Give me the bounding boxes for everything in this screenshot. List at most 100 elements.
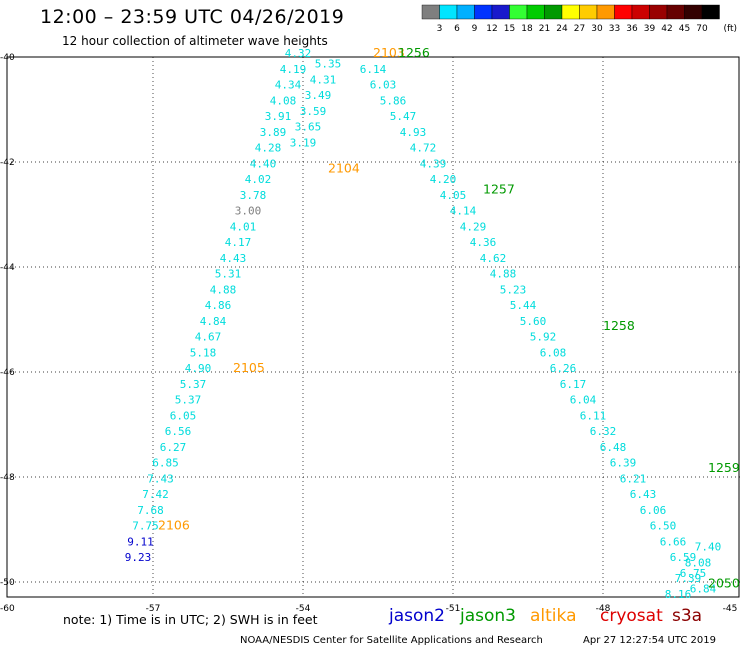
legend-unit: (ft) xyxy=(724,24,738,34)
legend-label: 15 xyxy=(504,24,515,34)
y-tick-label: -44 xyxy=(0,263,15,273)
legend-swatch xyxy=(474,4,493,20)
swh-value: 6.56 xyxy=(165,425,192,438)
swh-value: 6.27 xyxy=(160,441,187,454)
legend-swatch xyxy=(526,4,545,20)
legend-swatch xyxy=(701,4,720,20)
swh-value: 6.11 xyxy=(580,409,607,422)
swh-value: 5.44 xyxy=(510,299,537,312)
page-title: 12:00 – 23:59 UTC 04/26/2019 xyxy=(40,6,345,28)
swh-value: 6.32 xyxy=(590,425,617,438)
swh-value: 7.75 xyxy=(132,520,159,533)
legend-label: 24 xyxy=(556,24,568,34)
swh-value: 4.31 xyxy=(310,73,337,86)
credit-line: NOAA/NESDIS Center for Satellite Applica… xyxy=(240,635,543,646)
swh-value: 5.37 xyxy=(180,378,207,391)
page-subtitle: 12 hour collection of altimeter wave hei… xyxy=(62,34,328,48)
swh-value: 5.31 xyxy=(215,268,242,281)
legend-swatch xyxy=(544,4,563,20)
pass-number-label: 2105 xyxy=(233,360,265,375)
swh-value: 4.14 xyxy=(450,205,477,218)
swh-value: 4.28 xyxy=(255,142,282,155)
axis-ticks: -57 -54 -51 -48 -45 -40 -42 -44 -46 -48 -50 -60 xyxy=(0,53,737,614)
mission-s3a: s3a xyxy=(672,606,703,626)
legend-swatch xyxy=(579,4,598,20)
swh-value: 4.40 xyxy=(250,157,277,170)
swh-value: 4.02 xyxy=(245,173,272,186)
y-tick-label: -46 xyxy=(0,368,15,378)
y-tick-label: -40 xyxy=(0,53,15,63)
legend-swatch xyxy=(456,4,475,20)
swh-value: 4.62 xyxy=(480,252,507,265)
swh-value: 6.26 xyxy=(550,362,577,375)
swh-value: 4.88 xyxy=(490,268,517,281)
color-legend: 3 6 9 12 15 18 21 24 27 30 33 36 39 42 45 70 (ft) xyxy=(421,4,738,34)
pass-number-label: 2050 xyxy=(708,575,740,590)
swh-value: 4.29 xyxy=(460,220,487,233)
swh-value: 3.91 xyxy=(265,110,292,123)
swh-value: 7.39 xyxy=(675,572,702,585)
timestamp: Apr 27 12:27:54 UTC 2019 xyxy=(583,635,716,646)
y-tick-label: -42 xyxy=(0,158,15,168)
swh-value: 9.23 xyxy=(125,551,152,564)
legend-label: 12 xyxy=(486,24,497,34)
swh-value: 3.78 xyxy=(240,189,267,202)
swh-value: 4.88 xyxy=(210,283,237,296)
swh-value: 4.39 xyxy=(420,157,447,170)
x-tick-label: -54 xyxy=(296,604,311,614)
legend-swatch xyxy=(684,4,703,20)
swh-value: 6.17 xyxy=(560,378,587,391)
y-tick-label: -50 xyxy=(0,578,15,588)
legend-label: 42 xyxy=(661,24,672,34)
legend-label: 36 xyxy=(626,24,638,34)
swh-value: 6.03 xyxy=(370,79,397,92)
swh-value: 4.36 xyxy=(470,236,497,249)
swh-value: 6.04 xyxy=(570,394,597,407)
swh-value: 6.39 xyxy=(610,457,637,470)
legend-label: 45 xyxy=(679,24,690,34)
swh-value: 4.86 xyxy=(205,299,232,312)
swh-value: 4.43 xyxy=(220,252,247,265)
swh-value: 8.16 xyxy=(665,588,692,601)
swh-value: 3.89 xyxy=(260,126,287,139)
swh-value: 6.84 xyxy=(690,583,717,596)
pass-number-label: 1257 xyxy=(483,182,515,197)
swh-value: 4.08 xyxy=(270,94,297,107)
mission-jason2: jason2 xyxy=(389,606,445,626)
swh-value: 4.72 xyxy=(410,142,437,155)
swh-value: 7.42 xyxy=(142,488,169,501)
swh-value: 6.43 xyxy=(630,488,657,501)
swh-value: 6.50 xyxy=(650,520,677,533)
swh-value: 4.93 xyxy=(400,126,427,139)
x-tick-label: -57 xyxy=(146,604,161,614)
swh-value: 6.06 xyxy=(640,504,667,517)
swh-value: 8.08 xyxy=(685,556,712,569)
swh-value: 6.75 xyxy=(680,567,707,580)
swh-value: 4.67 xyxy=(195,331,222,344)
x-tick-label: -45 xyxy=(723,604,738,614)
swh-value: 5.35 xyxy=(315,58,342,71)
legend-swatch xyxy=(596,4,615,20)
mission-jason3: jason3 xyxy=(460,606,516,626)
swh-points: 9.23 9.11 7.75 7.68 7.42 7.43 6.85 6.27 6.56 6.05… xyxy=(125,47,722,601)
legend-swatch xyxy=(631,4,650,20)
legend-label: 21 xyxy=(539,24,550,34)
legend-swatch xyxy=(509,4,528,20)
legend-label: 30 xyxy=(591,24,603,34)
x-tick-label: -48 xyxy=(596,604,611,614)
swh-value: 6.66 xyxy=(660,535,687,548)
swh-value: 4.90 xyxy=(185,362,212,375)
swh-value: 6.85 xyxy=(152,457,179,470)
legend-label: 3 xyxy=(437,24,443,34)
legend-swatch xyxy=(614,4,633,20)
pass-number-label: 2106 xyxy=(158,518,190,533)
legend-swatch xyxy=(561,4,580,20)
swh-value: 3.49 xyxy=(305,89,332,102)
legend-swatch xyxy=(421,4,440,20)
swh-value: 3.19 xyxy=(290,136,317,149)
legend-label: 18 xyxy=(521,24,533,34)
mission-cryosat: cryosat xyxy=(600,606,663,626)
corner-tick-label: -60 xyxy=(0,604,15,614)
